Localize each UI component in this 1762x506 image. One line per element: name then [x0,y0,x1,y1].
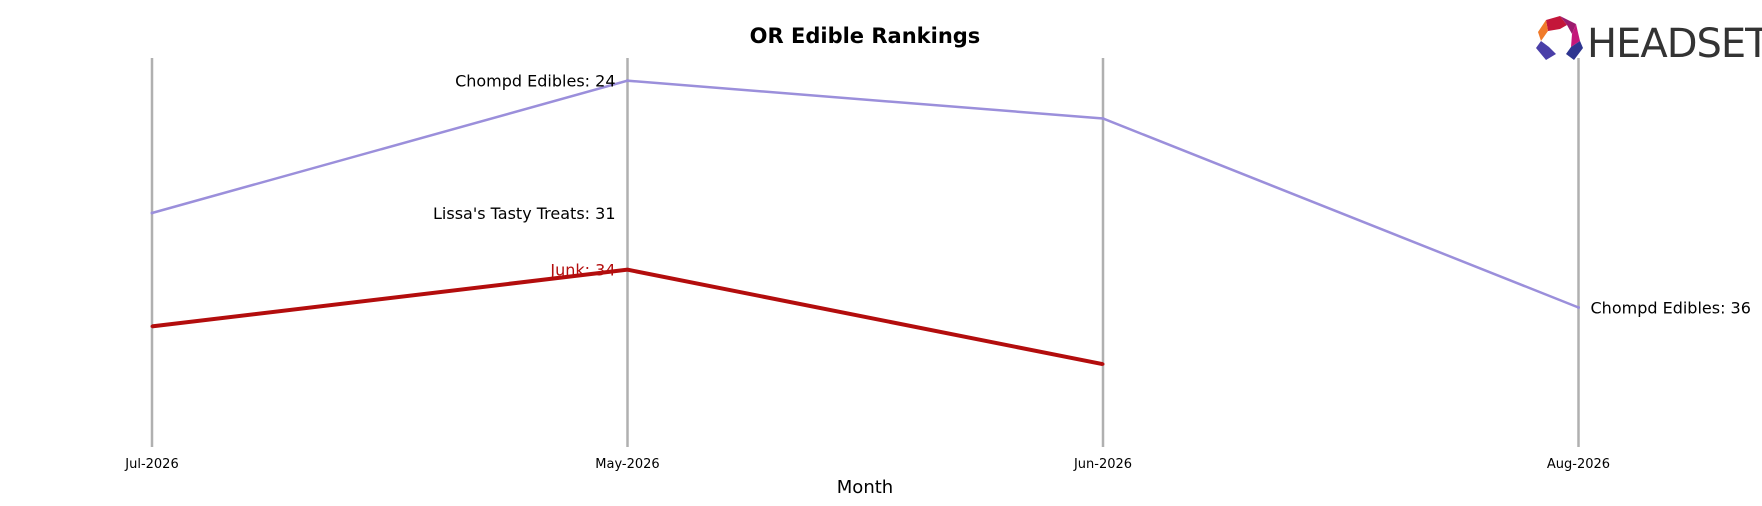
data-point [1101,116,1105,120]
headset-logo-icon [1536,16,1583,60]
annotation-label: Lissa's Tasty Treats: 31 [433,204,616,223]
x-axis-label: Month [837,477,893,498]
annotations: Chompd Edibles: 24 Lissa's Tasty Treats: … [433,72,1751,318]
annotation-label: Chompd Edibles: 24 [455,72,615,91]
x-tick-label: May-2026 [595,457,659,472]
data-point [1101,362,1105,366]
data-point [626,79,629,83]
series-lines [150,79,1580,367]
x-tick-label: Jul-2026 [124,457,178,472]
data-point [150,211,154,215]
series-line [151,79,1579,309]
data-point [626,268,629,272]
annotation-label: Chompd Edibles: 36 [1591,298,1751,317]
data-point [1577,305,1580,309]
x-tick-label: Aug-2026 [1547,457,1610,472]
annotation-label: Junk: 34 [549,261,615,280]
data-point [150,324,154,328]
chart-title: OR Edible Rankings [750,24,981,48]
headset-logo: HEADSET [1536,16,1762,67]
gridlines [150,58,1580,447]
x-tick-label: Jun-2026 [1073,457,1132,472]
x-tick-labels: Jul-2026 May-2026 Jun-2026 Aug-2026 [124,457,1610,472]
logo-text: HEADSET [1587,21,1762,67]
